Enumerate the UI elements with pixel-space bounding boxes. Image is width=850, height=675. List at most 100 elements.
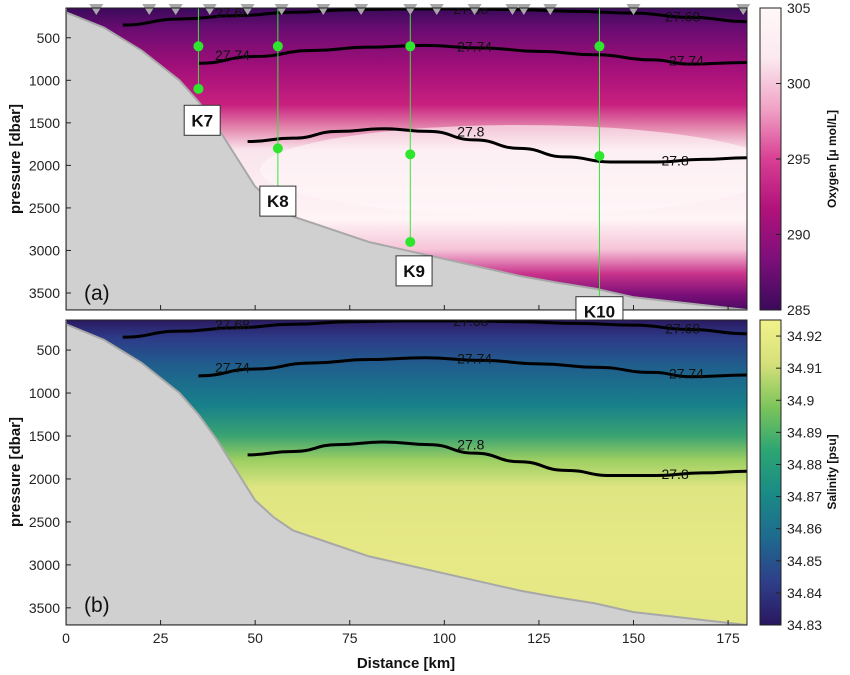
ctd-cast-marker <box>429 4 444 15</box>
station-label: K8 <box>267 192 289 211</box>
y-axis-label-a: pressure [dbar] <box>7 104 24 214</box>
colorbar-salinity-ticks: 34.92 34.91 34.9 34.89 34.88 34.87 34.86 34.85 3… <box>776 328 822 633</box>
contour-label: 27.68 <box>453 313 488 329</box>
colorbar-salinity: 34.92 34.91 34.9 34.89 34.88 34.87 34.86 34.85 3… <box>759 319 839 633</box>
isopycnals-a: 27.68 27.68 27.68 27.74 27.74 27.74 27.8 27.8 <box>122 1 747 168</box>
axes-frame-a <box>65 7 748 311</box>
y-tick-label: 3500 <box>29 285 60 301</box>
station-label-box <box>183 104 221 136</box>
ctd-cast-marker <box>168 4 183 15</box>
stations <box>193 8 605 310</box>
y-tick-label: 500 <box>37 342 61 358</box>
panel-label-b: (b) <box>84 594 110 617</box>
ctd-cast-marker <box>467 4 482 15</box>
colorbar-tick-label: 34.86 <box>787 521 822 537</box>
colorbar-tick-label: 285 <box>787 302 811 318</box>
y-tick-label: 3000 <box>29 557 60 573</box>
y-tick-label: 1500 <box>29 428 60 444</box>
ctd-cast-marker <box>516 4 531 15</box>
station-label-box <box>259 185 297 217</box>
contour-label: 27.74 <box>215 359 250 375</box>
ctd-casts <box>89 4 751 15</box>
colorbar-tick-label: 300 <box>787 76 811 92</box>
x-axis-label: Distance [km] <box>357 655 455 672</box>
x-tick-label: 150 <box>622 630 646 646</box>
contour-label: 27.8 <box>661 152 688 168</box>
station-label: K7 <box>191 111 213 130</box>
colorbar-oxygen: 305 300 295 290 285 Oxygen [μ mol/L] <box>759 0 839 318</box>
contour-label: 27.8 <box>661 466 688 482</box>
colorbar-tick-label: 34.85 <box>787 553 822 569</box>
x-tick-label: 125 <box>527 630 551 646</box>
y-tick-label: 3500 <box>29 600 60 616</box>
sample-point <box>193 41 204 52</box>
isopycnals-b: 27.68 27.68 27.68 27.74 27.74 27.74 27.8 27.8 <box>122 313 747 482</box>
oxygen-minimum-core <box>260 125 747 215</box>
sample-point <box>272 143 283 154</box>
sample-point <box>594 151 605 162</box>
colorbar-tick-label: 305 <box>787 0 811 16</box>
ctd-cast-marker <box>736 4 751 15</box>
colorbar-oxygen-ticks: 305 300 295 290 285 <box>776 0 811 318</box>
contour-label: 27.74 <box>215 47 250 63</box>
ctd-cast-marker <box>202 4 217 15</box>
ctd-cast-marker <box>316 4 331 15</box>
panel-b: 27.68 27.68 27.68 27.74 27.74 27.74 27.8 27.8 5… <box>7 305 748 672</box>
isopycnal-27.74 <box>198 43 747 66</box>
seafloor-a <box>66 8 747 310</box>
contour-label: 27.74 <box>457 351 492 367</box>
colorbar-tick-label: 34.88 <box>787 456 822 472</box>
isopycnal-27.8 <box>247 440 747 478</box>
x-tick-label: 25 <box>153 630 169 646</box>
colorbar-tick-label: 34.83 <box>787 617 822 633</box>
isopycnal-27.74 <box>198 356 747 379</box>
ctd-cast-marker <box>626 4 641 15</box>
ctd-cast-marker <box>543 4 558 15</box>
colorbar-tick-label: 34.9 <box>787 392 814 408</box>
contour-label: 27.68 <box>215 4 250 20</box>
y-tick-label: 1000 <box>29 385 60 401</box>
x-tick-label: 0 <box>62 630 70 646</box>
axes-frame-b <box>65 319 748 626</box>
sample-point <box>405 236 416 247</box>
contour-label: 27.74 <box>457 38 492 54</box>
y-tick-label: 2500 <box>29 200 60 216</box>
y-tick-label: 1000 <box>29 72 60 88</box>
sample-point <box>405 149 416 160</box>
station-label: K9 <box>403 262 425 281</box>
colorbar-tick-label: 34.92 <box>787 328 822 344</box>
y-tick-label: 2500 <box>29 514 60 530</box>
sample-point <box>193 83 204 94</box>
y-tick-label: 3000 <box>29 242 60 258</box>
sample-point <box>272 41 283 52</box>
sample-point <box>594 41 605 52</box>
colorbar-tick-label: 34.89 <box>787 424 822 440</box>
x-tick-label: 50 <box>247 630 263 646</box>
y-tick-label: 2000 <box>29 471 60 487</box>
colorbar-salinity-ramp <box>759 319 782 626</box>
ctd-cast-marker <box>354 4 369 15</box>
ctd-cast-marker <box>89 4 104 15</box>
x-tick-label: 175 <box>716 630 740 646</box>
ctd-cast-marker <box>274 4 289 15</box>
isopycnal-27.8 <box>247 127 747 164</box>
x-tick-label: 75 <box>342 630 358 646</box>
ctd-cast-marker <box>240 4 255 15</box>
contour-label: 27.68 <box>665 9 700 25</box>
y-ticks-a: 500 1000 1500 2000 2500 3000 3500 <box>29 30 71 301</box>
contour-label: 27.68 <box>215 316 250 332</box>
station-label-box <box>395 255 433 287</box>
isopycnal-27.68 <box>122 320 747 339</box>
y-tick-label: 2000 <box>29 157 60 173</box>
contour-label: 27.74 <box>669 53 704 69</box>
station-label: K10 <box>584 303 615 322</box>
colorbar-tick-label: 290 <box>787 227 811 243</box>
colorbar-tick-label: 34.87 <box>787 489 822 505</box>
y-tick-label: 500 <box>37 30 61 46</box>
seafloor-b <box>66 320 747 625</box>
contour-label: 27.74 <box>669 365 704 381</box>
contour-label: 27.68 <box>453 1 488 17</box>
x-tick-label: 100 <box>433 630 457 646</box>
colorbar-tick-label: 295 <box>787 151 811 167</box>
